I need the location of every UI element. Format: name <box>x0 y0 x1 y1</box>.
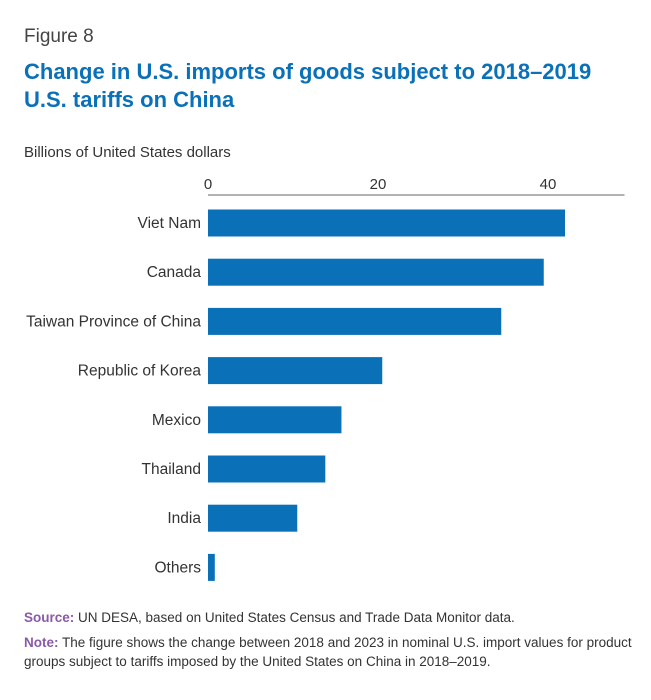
bar <box>208 455 326 483</box>
bar <box>208 307 502 335</box>
bar <box>208 553 215 581</box>
category-label: Republic of Korea <box>78 363 202 380</box>
figure-label: Figure 8 <box>24 26 94 47</box>
category-label: Viet Nam <box>138 215 201 232</box>
category-label: Taiwan Province of China <box>26 313 201 330</box>
note-label: Note: <box>24 635 59 650</box>
category-label: Mexico <box>152 412 201 429</box>
chart-title: Change in U.S. imports of goods subject … <box>24 59 592 112</box>
units-label: Billions of United States dollars <box>24 144 231 161</box>
bar <box>208 209 565 237</box>
category-label: India <box>167 510 201 527</box>
note-line: Note: The figure shows the change betwee… <box>24 633 634 671</box>
source-line: Source: UN DESA, based on United States … <box>24 608 634 627</box>
bar <box>208 504 298 532</box>
source-label: Source: <box>24 610 75 625</box>
category-label: Others <box>154 559 201 576</box>
source-text: UN DESA, based on United States Census a… <box>74 610 515 625</box>
bar-chart: 0 20 40 Viet Nam Canada Taiwan Province of Ch… <box>26 176 625 581</box>
bar <box>208 258 544 286</box>
bar <box>208 357 383 385</box>
category-label: Canada <box>147 264 202 281</box>
note-text: The figure shows the change between 2018… <box>24 635 632 669</box>
x-tick-label: 0 <box>204 176 212 193</box>
chart-notes: Source: UN DESA, based on United States … <box>24 608 634 677</box>
x-tick-label: 40 <box>540 176 557 193</box>
x-tick-label: 20 <box>370 176 387 193</box>
category-label: Thailand <box>142 461 201 478</box>
bar <box>208 406 342 434</box>
